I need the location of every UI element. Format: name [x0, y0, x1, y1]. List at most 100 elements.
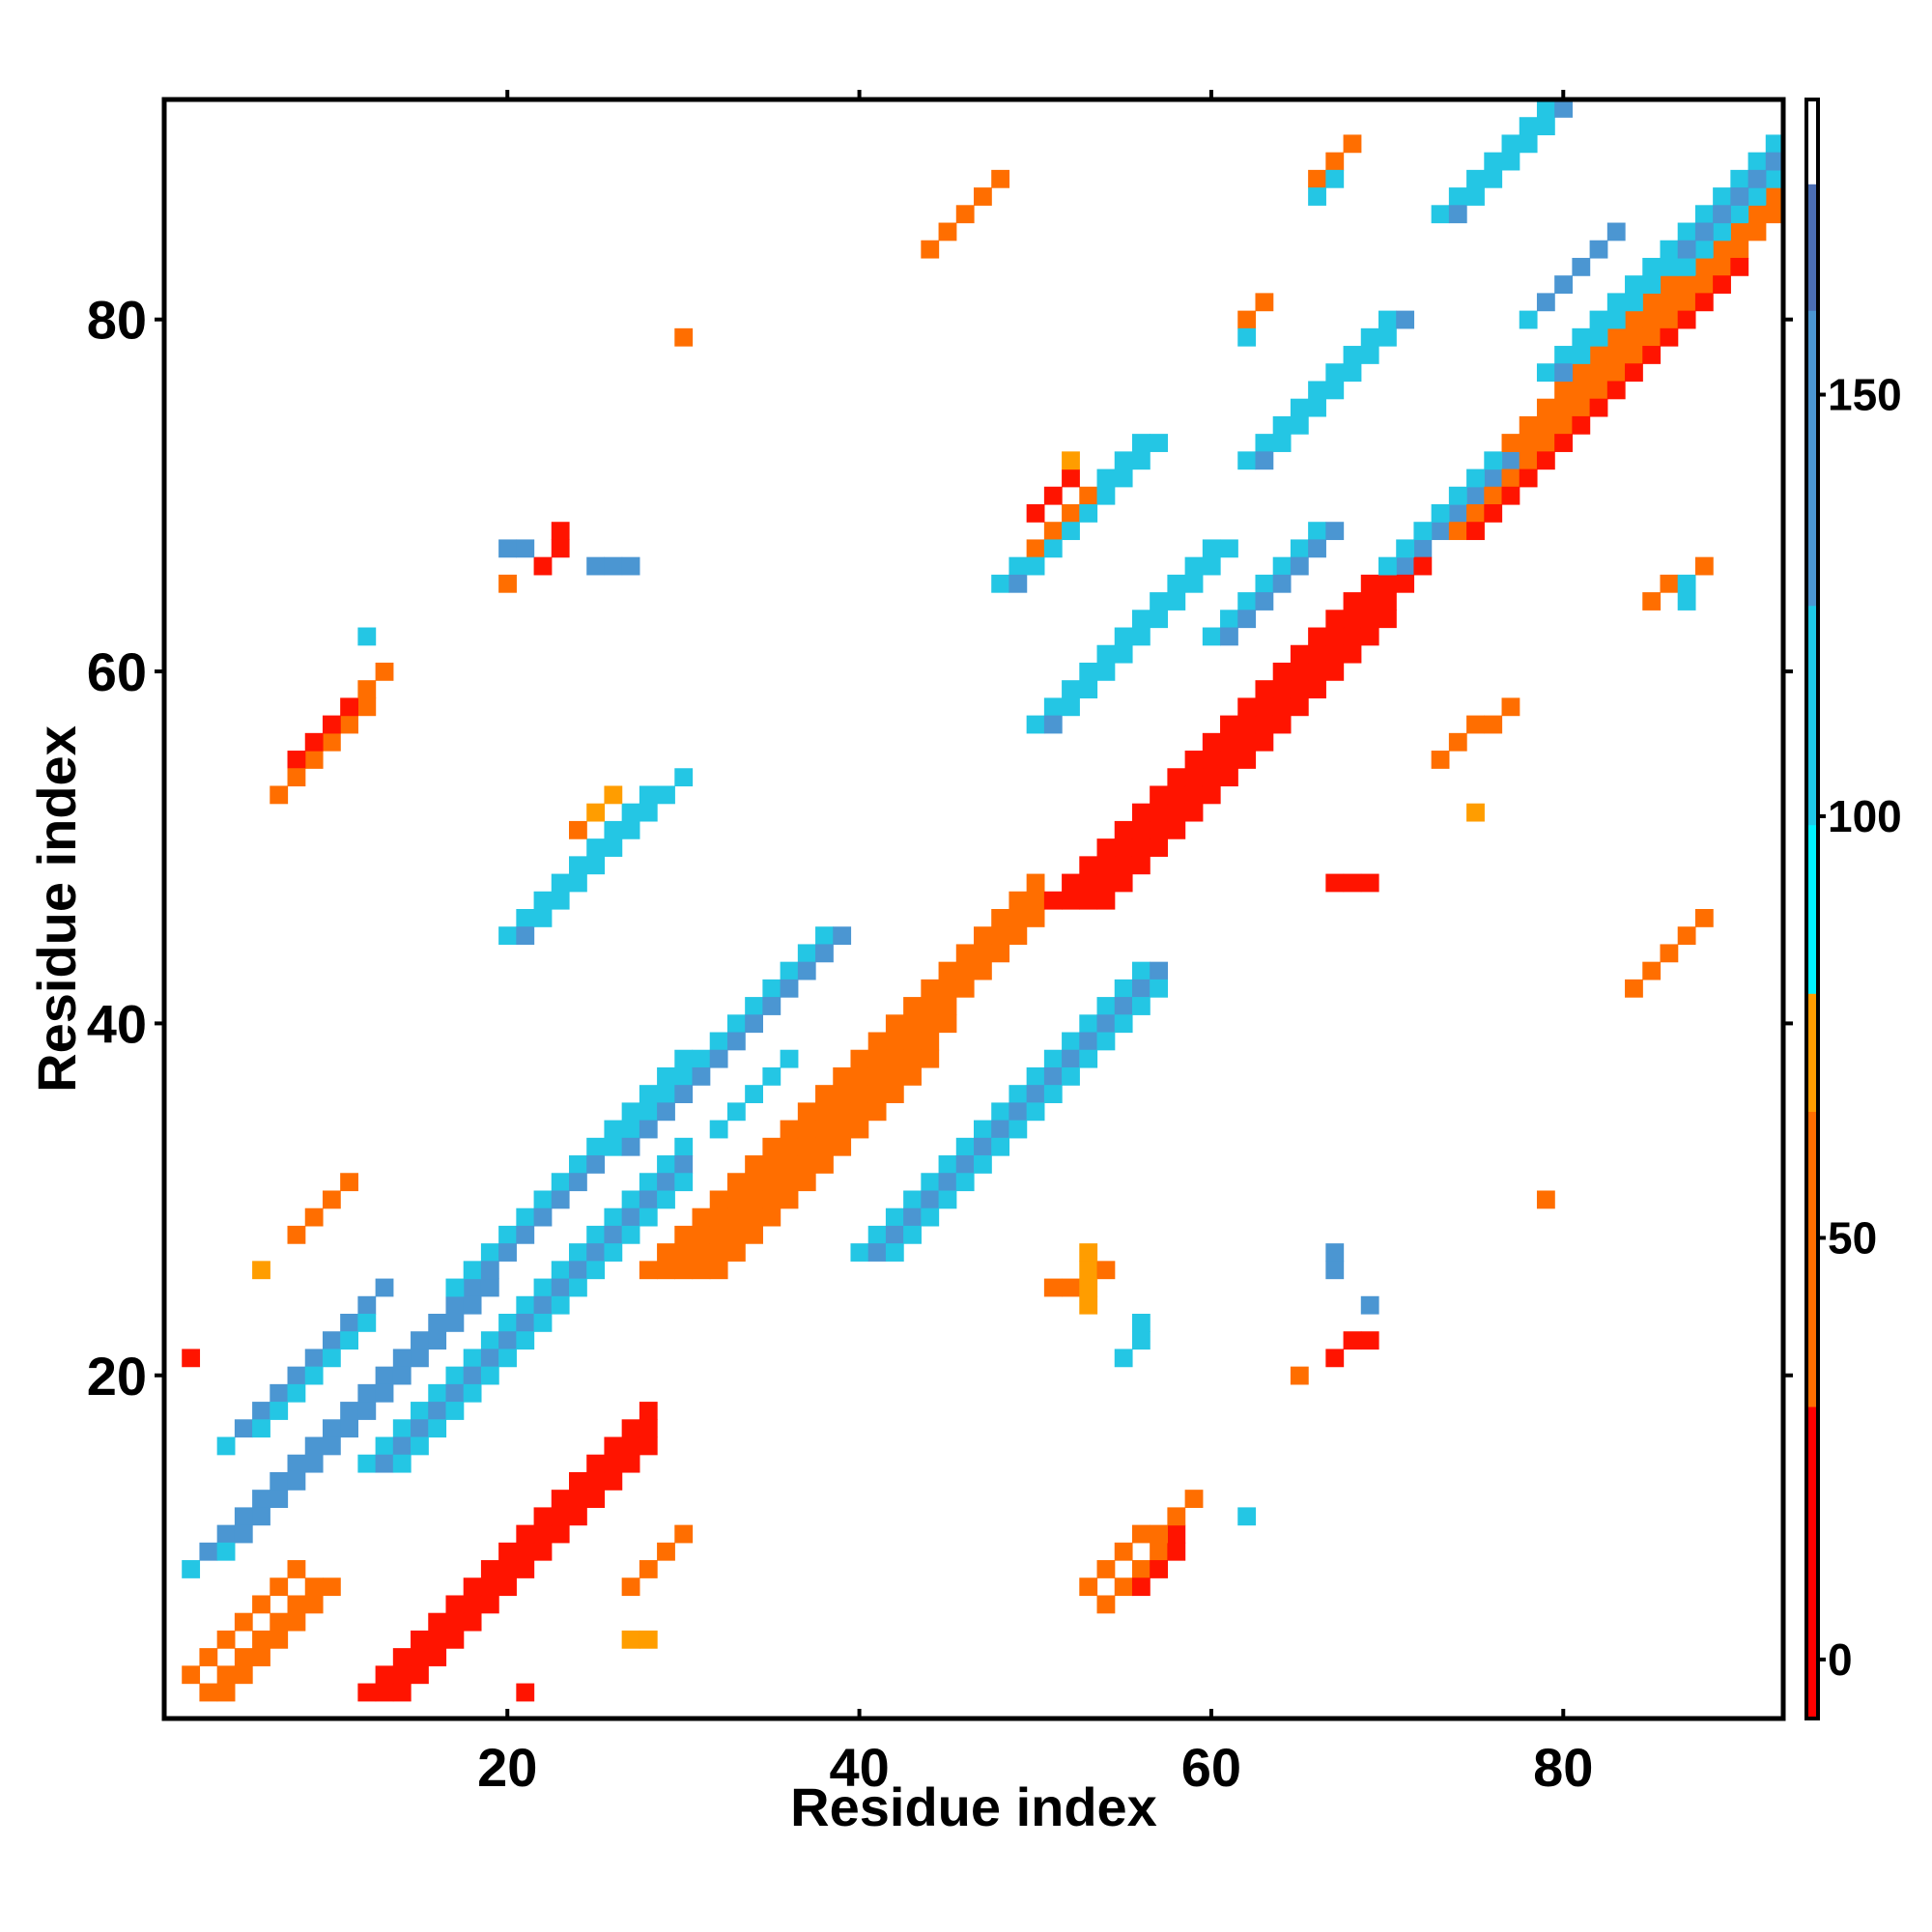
heatmap-cell [1255, 732, 1274, 752]
heatmap-cells [182, 99, 1784, 1702]
heatmap-cell [1290, 644, 1309, 664]
heatmap-cell [1625, 979, 1643, 998]
heatmap-cell [726, 1190, 746, 1209]
heatmap-cell [1660, 257, 1679, 276]
heatmap-cell [1150, 820, 1168, 839]
heatmap-cell [1079, 856, 1098, 875]
heatmap-cell [1694, 205, 1714, 224]
heatmap-cell [516, 1560, 535, 1578]
heatmap-cell [1677, 926, 1696, 946]
heatmap-cell [1360, 627, 1379, 646]
heatmap-cell [1713, 187, 1731, 206]
heatmap-cell [674, 1524, 694, 1544]
heatmap-cell [1202, 539, 1221, 558]
heatmap-cell [1660, 275, 1679, 294]
heatmap-cell [1378, 592, 1397, 611]
heatmap-cell [357, 680, 377, 698]
heatmap-cell [1079, 1577, 1098, 1597]
heatmap-cell [1079, 1295, 1098, 1315]
heatmap-cell [1167, 1524, 1186, 1544]
heatmap-cell [604, 1454, 623, 1473]
heatmap-cell [1343, 363, 1362, 383]
heatmap-cell [586, 1137, 606, 1156]
heatmap-cell [1308, 644, 1326, 664]
heatmap-cell [1150, 979, 1168, 998]
heatmap-cell [1747, 205, 1767, 224]
heatmap-cell [974, 961, 992, 980]
heatmap-cell [445, 1630, 465, 1649]
heatmap-cell [1589, 346, 1608, 364]
heatmap-cell [445, 1383, 465, 1403]
heatmap-cell [357, 1454, 377, 1473]
heatmap-cell [551, 1524, 570, 1544]
heatmap-cell [586, 1490, 606, 1508]
heatmap-cell [921, 1049, 940, 1068]
heatmap-cell [1272, 697, 1292, 717]
heatmap-cell [234, 1612, 253, 1632]
heatmap-cell [516, 1683, 535, 1702]
heatmap-cell [480, 1243, 499, 1262]
heatmap-cell [340, 1331, 358, 1350]
heatmap-cell [357, 1314, 377, 1332]
heatmap-cell [1519, 117, 1538, 136]
heatmap-cell [287, 1471, 306, 1491]
heatmap-cell [1096, 1560, 1116, 1578]
heatmap-cell [1625, 310, 1643, 329]
heatmap-cell [1572, 363, 1591, 383]
heatmap-cell [1501, 697, 1520, 717]
heatmap-cell [709, 1208, 728, 1227]
heatmap-cell [726, 1014, 746, 1034]
heatmap-cell [252, 1595, 270, 1614]
heatmap-cell [1220, 610, 1238, 629]
y-tick-label: 40 [87, 993, 147, 1054]
heatmap-cell [1114, 627, 1133, 646]
heatmap-cell [1062, 504, 1080, 523]
heatmap-cell [1501, 451, 1520, 470]
heatmap-cell [428, 1630, 447, 1649]
heatmap-cell [1237, 732, 1257, 752]
heatmap-cell [867, 1032, 887, 1051]
heatmap-cell [1536, 363, 1555, 383]
heatmap-cell [428, 1648, 447, 1666]
heatmap-cell [621, 820, 640, 839]
heatmap-cell [1343, 644, 1362, 664]
heatmap-cell [1150, 592, 1168, 611]
heatmap-cell [780, 1173, 799, 1192]
heatmap-cell [1184, 768, 1204, 787]
heatmap-cell [745, 1190, 763, 1209]
heatmap-cell [1606, 346, 1626, 364]
heatmap-cell [833, 1102, 852, 1122]
heatmap-cell [340, 1173, 358, 1192]
heatmap-cell [621, 1630, 640, 1649]
heatmap-cell [621, 1419, 640, 1438]
heatmap-cell [1325, 644, 1345, 664]
heatmap-cell [533, 1507, 553, 1526]
heatmap-cell [1431, 504, 1450, 523]
heatmap-cell [1131, 979, 1151, 998]
heatmap-cell [921, 1173, 940, 1192]
heatmap-cell [1062, 522, 1080, 541]
heatmap-cell [745, 1014, 763, 1034]
heatmap-cell [1308, 539, 1326, 558]
heatmap-cell [516, 926, 535, 946]
heatmap-cell [340, 1402, 358, 1420]
heatmap-cell [1150, 1560, 1168, 1578]
heatmap-cell [1220, 627, 1238, 646]
heatmap-cell [463, 1366, 482, 1385]
heatmap-cell [480, 1595, 499, 1614]
heatmap-cell [1677, 222, 1696, 242]
heatmap-cell [709, 1225, 728, 1244]
heatmap-cell [1448, 486, 1467, 505]
heatmap-cell [569, 1507, 587, 1526]
heatmap-cell [1360, 610, 1379, 629]
heatmap-cell [569, 856, 587, 875]
heatmap-cell [270, 1612, 289, 1632]
y-tick-label: 20 [87, 1346, 147, 1406]
heatmap-cell [234, 1419, 253, 1438]
heatmap-cell [1413, 539, 1433, 558]
heatmap-cell [1272, 556, 1292, 576]
heatmap-cell [991, 1120, 1010, 1139]
heatmap-cell [445, 1295, 465, 1315]
colorbar-band [1806, 1406, 1818, 1719]
heatmap-cell [1413, 522, 1433, 541]
